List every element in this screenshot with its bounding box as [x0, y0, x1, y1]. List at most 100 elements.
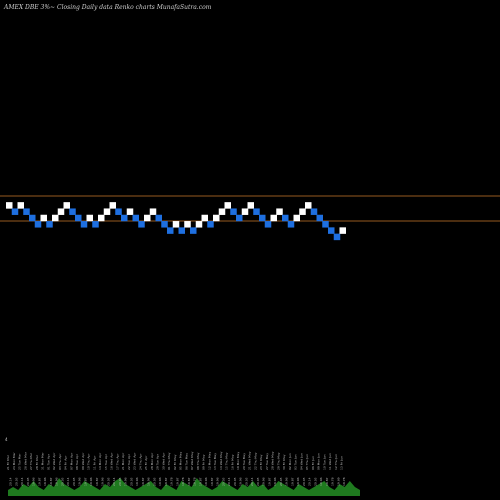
renko-brick-up	[52, 214, 59, 222]
date-label: 08 Tue Apr	[75, 453, 79, 470]
date-label: 11 Wed Jun	[328, 453, 332, 470]
date-label: 07 Mon Apr	[69, 452, 73, 470]
price-label: 20.05	[60, 477, 64, 486]
renko-brick-up	[276, 208, 283, 215]
price-label: 19.78	[193, 477, 197, 486]
volume-axis-label: 4	[5, 437, 8, 442]
price-label: 20.05	[26, 477, 30, 486]
price-label: 19.69	[336, 477, 340, 486]
date-label: 09 Fri May	[202, 454, 206, 470]
renko-brick-down	[236, 214, 243, 222]
renko-brick-down	[190, 227, 197, 234]
date-label: 07 Wed May	[190, 451, 194, 470]
date-labels: 21 Fri Mar 20.14 24 Mon Mar 20.05 25 Tue Mar…	[6, 451, 346, 486]
price-label: 19.96	[158, 477, 162, 486]
date-label: 16 Wed Apr	[110, 452, 114, 470]
price-label: 20.05	[118, 477, 122, 486]
date-label: 21 Wed May	[248, 451, 252, 470]
price-label: 20.05	[302, 477, 306, 486]
renko-brick-down	[132, 214, 139, 222]
date-label: 02 Fri May	[173, 454, 177, 470]
date-label: 06 Fri Jun	[311, 456, 315, 470]
date-label: 12 Thu Jun	[334, 454, 338, 470]
date-label: 14 Wed May	[219, 451, 223, 470]
price-label: 20.14	[20, 477, 24, 486]
renko-brick-up	[126, 208, 134, 215]
renko-brick-down	[253, 208, 260, 215]
date-label: 13 Tue May	[213, 453, 217, 470]
date-label: 22 Tue Apr	[127, 453, 131, 470]
renko-brick-up	[270, 214, 277, 222]
renko-brick-down	[264, 221, 272, 228]
date-label: 12 Mon May	[207, 452, 211, 470]
renko-bricks	[6, 202, 346, 241]
price-label: 19.96	[285, 477, 289, 486]
price-label: 20.14	[308, 477, 312, 486]
date-label: 25 Tue Mar	[18, 453, 22, 470]
price-label: 19.87	[83, 477, 87, 486]
price-label: 20.14	[112, 477, 116, 486]
date-label: 02 Mon Jun	[288, 453, 292, 470]
price-label: 19.87	[164, 477, 168, 486]
date-label: 23 Wed Apr	[133, 452, 137, 470]
renko-brick-up	[6, 202, 13, 209]
renko-brick-up	[184, 221, 191, 228]
date-label: 26 Wed Mar	[23, 451, 27, 470]
renko-brick-up	[149, 208, 157, 215]
price-label: 20.14	[9, 477, 13, 486]
price-label: 19.87	[325, 477, 329, 486]
price-label: 20.05	[256, 477, 260, 486]
date-label: 05 Thu Jun	[305, 454, 309, 470]
date-label: 02 Wed Apr	[52, 452, 56, 470]
renko-brick-down	[155, 214, 162, 222]
price-label: 19.87	[187, 477, 191, 486]
renko-brick-down	[287, 221, 295, 228]
price-label: 19.87	[198, 477, 202, 486]
date-label: 24 Thu Apr	[138, 453, 142, 470]
price-label: 19.96	[319, 477, 323, 486]
price-label: 20.05	[72, 477, 76, 486]
date-label: 28 Fri Mar	[35, 454, 39, 470]
date-label: 10 Tue Jun	[322, 454, 326, 470]
price-label: 19.78	[342, 477, 346, 486]
price-label: 20.05	[221, 477, 225, 486]
date-label: 25 Fri Apr	[144, 455, 148, 470]
renko-brick-up	[305, 202, 312, 209]
price-label: 19.96	[296, 477, 300, 486]
price-label: 19.87	[290, 477, 294, 486]
price-label: 19.87	[37, 477, 41, 486]
date-label: 22 Thu May	[253, 452, 257, 470]
renko-brick-down	[92, 221, 99, 228]
renko-brick-down	[29, 214, 36, 222]
date-label: 17 Thu Apr	[115, 453, 119, 470]
renko-brick-down	[310, 208, 318, 215]
renko-brick-up	[144, 214, 151, 222]
date-label: 15 Tue Apr	[104, 453, 108, 470]
price-label: 20.14	[227, 477, 231, 486]
date-label: 21 Mon Apr	[121, 452, 125, 470]
price-label: 19.78	[331, 477, 335, 486]
date-label: 05 Mon May	[179, 452, 183, 470]
price-label: 19.96	[101, 477, 105, 486]
price-label: 19.96	[216, 477, 220, 486]
date-label: 03 Thu Apr	[58, 453, 62, 470]
renko-brick-down	[333, 233, 341, 241]
date-label: 21 Fri Mar	[6, 454, 10, 470]
date-label: 31 Mon Mar	[41, 452, 45, 470]
renko-brick-down	[167, 227, 174, 234]
date-label: 24 Mon Mar	[12, 452, 16, 470]
price-label: 19.87	[141, 477, 145, 486]
renko-brick-down	[178, 227, 185, 234]
renko-brick-up	[195, 221, 203, 228]
date-label: 01 Thu May	[167, 452, 171, 470]
renko-brick-up	[339, 227, 346, 234]
price-label: 20.05	[244, 477, 248, 486]
price-label: 19.96	[89, 477, 93, 486]
price-label: 19.96	[273, 477, 277, 486]
price-label: 19.96	[78, 477, 82, 486]
renko-brick-down	[259, 214, 266, 222]
volume-area	[8, 478, 360, 496]
price-label: 19.96	[43, 477, 47, 486]
